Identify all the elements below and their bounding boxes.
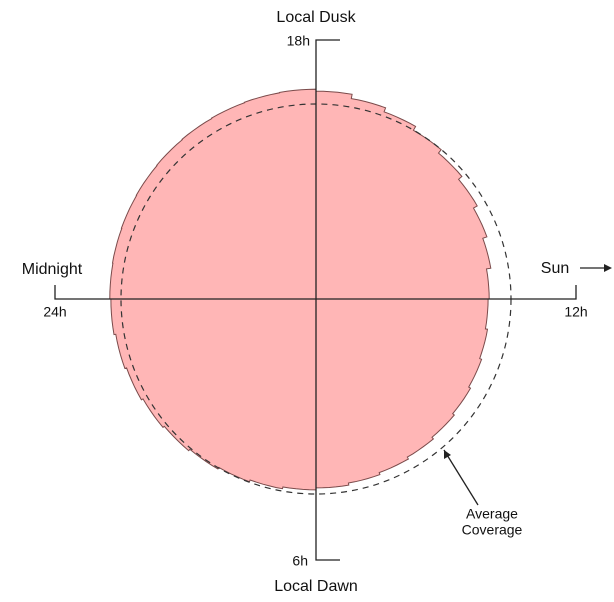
label: Sun [541,260,569,277]
sun-arrow-head [604,264,612,272]
label: Midnight [22,261,83,278]
label: Local Dusk [276,9,356,26]
label: Local Dawn [274,578,358,595]
tick-label: 12h [564,304,587,320]
tick-label: 18h [287,33,310,49]
arrow-head [444,450,451,459]
annotation: Coverage [462,522,523,538]
coverage-shape [109,88,492,491]
tick-label: 6h [292,553,308,569]
vertical-axis [315,39,340,561]
annotation-arrow [443,449,479,506]
tick-label: 24h [43,304,66,320]
annotation: Average [466,506,518,522]
